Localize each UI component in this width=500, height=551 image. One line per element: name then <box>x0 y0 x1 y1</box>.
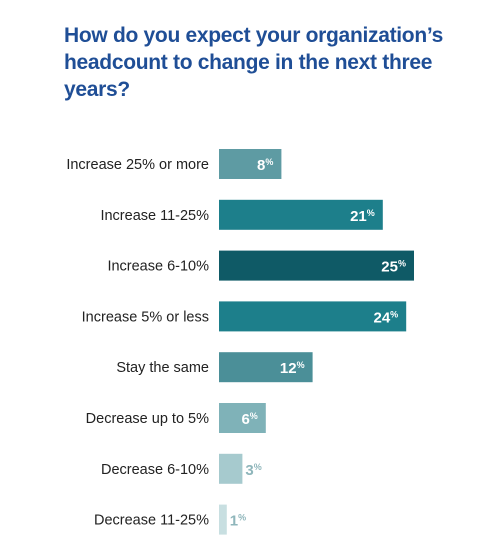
category-label: Increase 25% or more <box>66 157 209 173</box>
category-label: Increase 6-10% <box>107 259 209 275</box>
value-label: 6% <box>241 411 257 428</box>
chart-title: How do you expect your organization’s he… <box>64 24 444 101</box>
bar <box>219 352 313 383</box>
value-label: 3% <box>245 462 261 479</box>
value-label: 8% <box>257 157 273 174</box>
bar <box>219 250 414 281</box>
bar <box>219 301 407 332</box>
value-label: 12% <box>280 360 305 377</box>
value-label: 25% <box>381 259 406 276</box>
bar <box>219 149 282 179</box>
bar <box>219 453 243 484</box>
bar <box>219 504 227 535</box>
value-label: 1% <box>230 513 246 530</box>
category-label: Increase 11-25% <box>100 208 209 224</box>
bar <box>219 403 266 433</box>
category-label: Decrease up to 5% <box>86 411 209 427</box>
category-label: Increase 5% or less <box>82 309 209 325</box>
category-label: Stay the same <box>116 360 209 376</box>
category-label: Decrease 6-10% <box>101 462 209 478</box>
value-label: 24% <box>373 309 398 326</box>
category-label: Decrease 11-25% <box>94 513 209 529</box>
value-label: 21% <box>350 208 375 225</box>
bar <box>219 199 383 230</box>
